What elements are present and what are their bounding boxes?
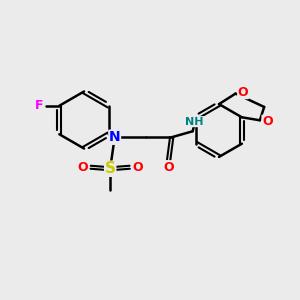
Text: N: N [109,130,121,144]
Text: O: O [238,85,248,99]
Text: O: O [133,161,143,174]
Text: O: O [77,161,88,174]
Text: S: S [105,161,116,176]
Text: O: O [262,115,273,128]
Text: F: F [35,99,44,112]
Text: O: O [164,161,174,174]
Text: NH: NH [185,117,203,127]
